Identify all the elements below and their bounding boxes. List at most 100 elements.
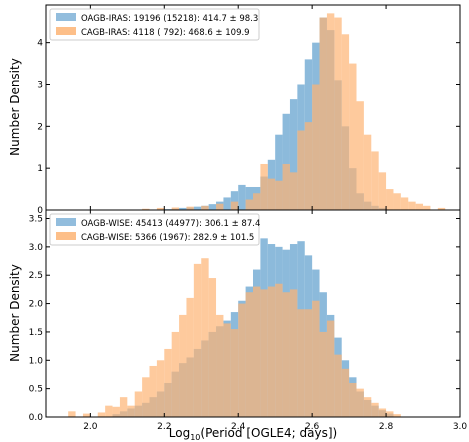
bottom-y-tick-label-2: 1.0 (29, 356, 44, 366)
top-bar-cagb-12 (282, 163, 290, 210)
bottom-x-tick-label-0: 2.0 (83, 422, 98, 432)
top-legend-box (49, 8, 260, 41)
legend-swatch-oagb-wise (56, 218, 76, 226)
bottom-y-tick-label-6: 3.0 (29, 243, 44, 253)
bottom-bar-cagb-37 (356, 388, 364, 417)
bottom-bar-cagb-8 (142, 377, 150, 417)
bottom-bar-cagb-26 (275, 283, 283, 417)
top-bar-oagb-17 (289, 99, 298, 210)
top-y-tick-label-3: 3 (37, 80, 43, 90)
bottom-bar-cagb-19 (223, 323, 231, 417)
bottom-bar-cagb-5 (119, 397, 128, 417)
bottom-bar-cagb-11 (164, 348, 172, 417)
bottom-bar-cagb-31 (312, 300, 320, 417)
top-bar-cagb-6 (230, 201, 239, 210)
top-y-tick-label-2: 2 (37, 122, 43, 132)
top-bar-oagb-16 (282, 113, 290, 210)
top-bar-cagb-29 (408, 201, 416, 210)
top-bar-cagb-25 (378, 172, 387, 210)
top-bar-cagb-18 (326, 13, 335, 211)
bottom-bar-cagb-0 (68, 411, 76, 417)
bottom-bar-cagb-14 (186, 297, 194, 417)
top-bar-cagb-13 (289, 172, 298, 210)
bottom-bar-cagb-35 (341, 368, 350, 417)
bottom-axis-ticks: 2.0 2.2 2.4 2.6 2.8 3.0 0.0 0.5 1.0 1.5 2.0 2.5 3.0 3… (29, 210, 468, 432)
bottom-bar-cagb-23 (253, 286, 261, 417)
top-bar-cagb-11 (275, 180, 283, 210)
top-bar-cagb-5 (216, 203, 224, 210)
bottom-bar-cagb-18 (216, 314, 224, 417)
bottom-bar-cagb-1 (82, 413, 91, 417)
top-histogram-bars (142, 13, 446, 211)
bottom-x-tick-label-5: 3.0 (453, 422, 468, 432)
bottom-bar-cagb-12 (171, 331, 180, 417)
legend-swatch-cagb-wise (56, 232, 76, 240)
bottom-bar-cagb-40 (378, 408, 387, 417)
x-axis-label: Log10(Period [OGLE4; days]) (169, 426, 337, 442)
bottom-bar-cagb-32 (319, 331, 327, 417)
top-bar-cagb-8 (253, 193, 261, 210)
top-y-tick-label-1: 1 (37, 164, 43, 174)
top-bar-cagb-1 (156, 207, 165, 210)
bottom-y-tick-label-5: 2.5 (29, 271, 43, 281)
top-bar-cagb-3 (186, 206, 194, 210)
bottom-bar-cagb-39 (371, 402, 379, 417)
top-bar-cagb-10 (267, 178, 276, 210)
bottom-bar-cagb-42 (393, 414, 401, 417)
bottom-bar-cagb-3 (105, 405, 113, 417)
bottom-histogram-bars (68, 238, 401, 417)
bottom-bar-cagb-7 (134, 391, 143, 417)
bottom-bar-cagb-9 (149, 365, 157, 417)
top-y-axis-label: Number Density (8, 58, 22, 156)
top-bar-cagb-23 (363, 134, 372, 210)
bottom-bar-cagb-4 (112, 406, 120, 417)
bottom-x-tick-label-1: 2.2 (157, 422, 171, 432)
top-bar-cagb-28 (400, 197, 409, 210)
bottom-bar-cagb-38 (363, 397, 372, 417)
bottom-y-tick-label-4: 2.0 (29, 300, 44, 310)
bottom-x-tick-label-4: 2.8 (379, 422, 394, 432)
bottom-bar-cagb-16 (201, 258, 209, 417)
bottom-bar-cagb-25 (267, 286, 276, 417)
legend-label-oagb-iras: OAGB-IRAS: 19196 (15218): 414.7 ± 98.3 (81, 14, 258, 24)
top-bar-cagb-21 (349, 63, 357, 210)
top-bar-cagb-24 (371, 151, 379, 210)
top-bar-oagb-4 (193, 206, 202, 210)
bottom-bar-cagb-41 (386, 411, 394, 417)
top-bar-cagb-17 (319, 17, 327, 210)
bottom-panel: 2.0 2.2 2.4 2.6 2.8 3.0 0.0 0.5 1.0 1.5 2.0 2.5 3.0 3… (8, 209, 468, 432)
top-bar-oagb-11 (245, 186, 253, 210)
bottom-bar-cagb-20 (230, 329, 239, 417)
top-bar-oagb-8 (223, 197, 231, 210)
bottom-bar-cagb-28 (289, 289, 298, 417)
top-bar-cagb-9 (260, 163, 268, 210)
top-bar-cagb-0 (142, 208, 150, 210)
bottom-y-tick-label-1: 0.5 (29, 385, 43, 395)
legend-swatch-cagb-iras (56, 27, 76, 35)
legend-swatch-oagb-iras (56, 13, 76, 21)
bottom-bar-cagb-10 (156, 360, 165, 417)
bottom-bar-cagb-27 (282, 292, 290, 417)
top-bar-cagb-4 (201, 205, 209, 210)
legend-label-cagb-iras: CAGB-IRAS: 4118 ( 792): 468.6 ± 109.9 (81, 28, 250, 38)
top-bar-cagb-26 (386, 189, 394, 210)
top-bar-oagb-15 (275, 134, 283, 210)
top-y-tick-label-4: 4 (37, 39, 43, 49)
bottom-bar-cagb-30 (304, 309, 313, 417)
bottom-y-axis-label: Number Density (8, 264, 22, 362)
top-bar-cagb-31 (423, 205, 431, 210)
bottom-bar-cagb-17 (208, 278, 217, 417)
top-legend: OAGB-IRAS: 19196 (15218): 414.7 ± 98.3 C… (49, 8, 260, 41)
bottom-bar-cagb-22 (245, 292, 253, 417)
bottom-bar-cagb-34 (334, 354, 342, 417)
bottom-bar-cagb-21 (238, 303, 246, 417)
bottom-y-tick-label-3: 1.5 (29, 328, 43, 338)
bottom-legend-box (49, 213, 260, 246)
bottom-axes-frame (45, 209, 461, 418)
top-bar-cagb-7 (245, 199, 253, 210)
top-bar-cagb-27 (393, 193, 401, 210)
top-bar-cagb-19 (334, 17, 342, 210)
top-bar-cagb-14 (297, 130, 305, 210)
bottom-y-tick-label-0: 0.0 (29, 413, 44, 423)
